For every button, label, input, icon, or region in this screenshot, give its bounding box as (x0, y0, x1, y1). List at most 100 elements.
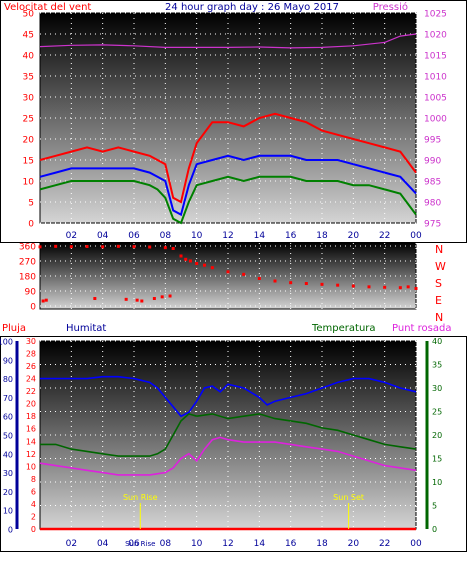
temp-time-tick: 20 (348, 539, 360, 549)
compass-label: E (435, 294, 442, 307)
direction-point (132, 245, 136, 249)
sunrise-label: Sun Rise (123, 493, 158, 502)
humidity-tick: 20 (3, 488, 13, 497)
wind-speed-tick: 45 (23, 31, 34, 41)
pressure-tick: 1020 (424, 31, 447, 41)
direction-plot-area (39, 242, 417, 310)
humidity-tick: 80 (3, 375, 13, 384)
direction-point (398, 286, 402, 290)
temperature-tick: 35 (432, 361, 442, 370)
direction-point (289, 281, 293, 285)
humidity-label: Humitat (66, 323, 106, 334)
direction-point (140, 299, 144, 303)
compass-label: S (435, 277, 442, 290)
sun-markers: Sun Rise Sun Set Sun Rise (123, 493, 364, 548)
pressure-axis-label: Pressió (373, 1, 408, 13)
temp-series (39, 375, 417, 531)
series-line-temperature (40, 413, 417, 457)
direction-tick: 270 (19, 258, 36, 268)
rain-label: Pluja (2, 323, 26, 334)
pressure-tick: 995 (424, 136, 441, 146)
chart-title: 24 hour graph day : 26 Mayo 2017 (165, 2, 339, 13)
wind-speed-tick: 0 (28, 220, 34, 230)
pressure-axis: 975 980 985 990 995 1000 1005 1010 1015 1020 1025 (424, 10, 447, 230)
sunrise-axis-label: Sun Rise (125, 540, 155, 548)
wind-time-tick: 08 (160, 231, 172, 241)
series-line-gust (39, 112, 417, 204)
direction-point (168, 294, 172, 298)
direction-point (152, 297, 156, 300)
humidity-tick: 0 (8, 526, 13, 535)
wind-speed-tick: 40 (23, 52, 35, 62)
direction-point (163, 246, 167, 250)
sunset-label: Sun Set (333, 493, 364, 502)
direction-grid (40, 243, 417, 309)
wind-time-tick: 22 (379, 231, 390, 241)
direction-point (41, 299, 45, 303)
pressure-tick: 985 (424, 178, 441, 188)
direction-point (414, 287, 418, 290)
direction-point (273, 279, 277, 283)
wind-speed-tick: 25 (23, 115, 34, 125)
wind-speed-tick: 15 (23, 157, 34, 167)
wind-time-tick: 04 (97, 231, 109, 241)
pressure-tick: 1015 (424, 52, 447, 62)
humidity-tick: 10 (3, 507, 13, 516)
direction-tick: 180 (19, 273, 36, 283)
direction-point (351, 284, 355, 288)
humidity-tick: 40 (3, 450, 13, 459)
pressure-tick: 1010 (424, 73, 447, 83)
direction-series (38, 244, 418, 303)
temp-time-tick: 02 (66, 539, 77, 549)
rain-tick: 24 (26, 375, 36, 384)
rain-tick: 30 (26, 337, 36, 346)
rain-tick: 0 (31, 525, 36, 534)
direction-tick: 90 (25, 288, 37, 298)
direction-point (93, 297, 97, 300)
direction-point (135, 298, 139, 302)
temp-time-tick: 06 (128, 539, 140, 549)
direction-point (304, 282, 308, 285)
wind-speed-tick: 20 (23, 136, 35, 146)
temp-time-axis: 02 04 06 08 10 12 14 16 18 20 22 00 (66, 539, 422, 549)
direction-point (69, 245, 73, 249)
direction-point (148, 245, 152, 249)
temperature-tick: 0 (432, 525, 437, 534)
wind-speed-axis: 0 5 10 15 20 25 30 35 40 45 50 (23, 10, 35, 230)
rain-tick: 18 (26, 412, 36, 421)
rain-tick: 2 (31, 512, 36, 521)
temperature-tick: 10 (432, 478, 442, 487)
humidity-tick: 100 (0, 338, 13, 347)
wind-time-tick: 14 (254, 231, 266, 241)
direction-point (242, 272, 246, 276)
direction-point (124, 297, 128, 301)
wind-time-tick: 18 (316, 231, 328, 241)
direction-point (54, 244, 58, 248)
wind-time-tick: 06 (128, 231, 140, 241)
rain-tick: 20 (26, 400, 36, 409)
direction-point (257, 277, 261, 280)
compass-label: N (435, 311, 443, 324)
direction-point (160, 295, 164, 299)
series-line-humidity (40, 375, 417, 418)
direction-point (203, 263, 206, 267)
rain-tick: 28 (26, 350, 36, 359)
compass-label: W (435, 260, 446, 273)
direction-point (336, 283, 340, 287)
pressure-tick: 1000 (424, 115, 447, 125)
wind-time-axis: 02 04 06 08 10 12 14 16 18 20 22 00 (66, 231, 422, 241)
direction-point (116, 244, 120, 248)
rain-tick: 22 (26, 387, 36, 396)
wind-time-tick: 10 (191, 231, 203, 241)
temp-time-tick: 08 (160, 539, 172, 549)
direction-point (184, 257, 188, 261)
direction-point (320, 282, 324, 286)
temp-time-tick: 10 (191, 539, 203, 549)
wind-time-tick: 00 (410, 231, 422, 241)
wind-series (39, 33, 417, 225)
temperature-tick: 25 (432, 408, 442, 417)
humidity-axis: 0 10 20 30 40 50 60 70 80 90 100 (0, 338, 13, 535)
temp-time-tick: 14 (254, 539, 266, 549)
